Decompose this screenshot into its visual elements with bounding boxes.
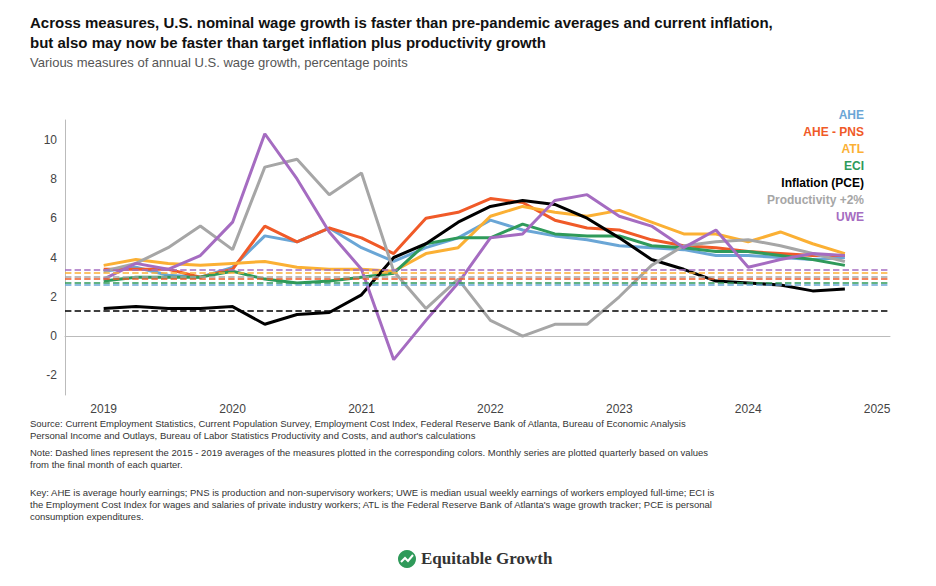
svg-text:2024: 2024 bbox=[735, 402, 762, 416]
svg-text:2019: 2019 bbox=[90, 402, 117, 416]
svg-text:UWE: UWE bbox=[836, 210, 864, 224]
svg-text:Source: Current Employment Sta: Source: Current Employment Statistics, C… bbox=[30, 418, 688, 429]
svg-text:8: 8 bbox=[50, 172, 57, 186]
svg-text:the Employment Cost Index for: the Employment Cost Index for wages and … bbox=[30, 499, 715, 510]
svg-text:2022: 2022 bbox=[477, 402, 504, 416]
svg-text:consumption expenditures.: consumption expenditures. bbox=[30, 511, 144, 522]
svg-text:Various measures of annual U.S: Various measures of annual U.S. wage gro… bbox=[30, 55, 408, 70]
svg-text:Key: AHE is average hourly ear: Key: AHE is average hourly earnings; PNS… bbox=[30, 487, 717, 498]
svg-text:AHE: AHE bbox=[839, 108, 864, 122]
svg-text:Note: Dashed lines represent t: Note: Dashed lines represent the 2015 - … bbox=[30, 447, 711, 458]
svg-text:AHE - PNS: AHE - PNS bbox=[803, 125, 864, 139]
svg-text:6: 6 bbox=[50, 211, 57, 225]
svg-text:but also may now be faster tha: but also may now be faster than target i… bbox=[30, 34, 546, 51]
svg-text:2: 2 bbox=[50, 290, 57, 304]
svg-text:Inflation (PCE): Inflation (PCE) bbox=[781, 176, 864, 190]
svg-text:0: 0 bbox=[50, 329, 57, 343]
svg-text:Across measures, U.S. nominal: Across measures, U.S. nominal wage growt… bbox=[30, 14, 773, 31]
svg-text:2021: 2021 bbox=[348, 402, 375, 416]
svg-text:-2: -2 bbox=[46, 368, 57, 382]
svg-text:4: 4 bbox=[50, 251, 57, 265]
svg-text:2025: 2025 bbox=[864, 402, 891, 416]
svg-text:ATL: ATL bbox=[842, 142, 864, 156]
svg-text:Equitable Growth: Equitable Growth bbox=[421, 549, 553, 568]
svg-text:Personal Income and Outlays, B: Personal Income and Outlays, Bureau of L… bbox=[30, 430, 476, 441]
svg-text:2023: 2023 bbox=[606, 402, 633, 416]
svg-text:from the final month of each q: from the final month of each quarter. bbox=[30, 459, 183, 470]
svg-text:Productivity +2%: Productivity +2% bbox=[767, 193, 864, 207]
svg-text:2020: 2020 bbox=[219, 402, 246, 416]
svg-text:ECI: ECI bbox=[844, 159, 864, 173]
svg-text:10: 10 bbox=[44, 133, 58, 147]
